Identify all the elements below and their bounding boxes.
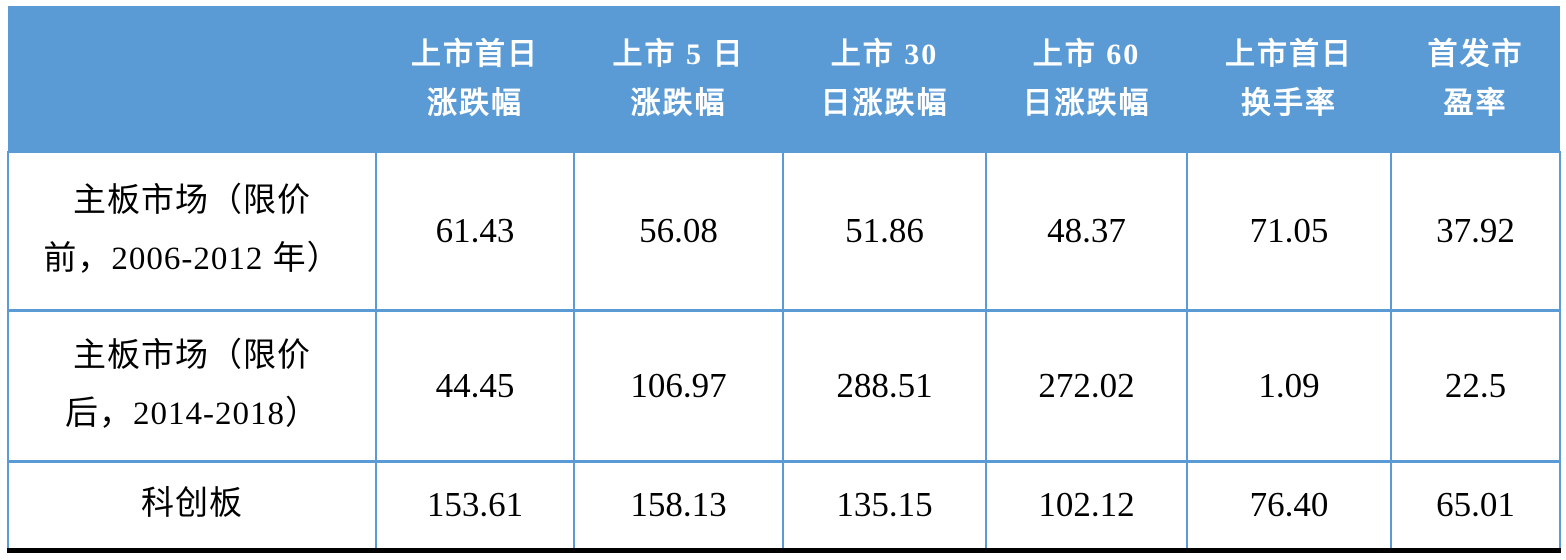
header-label-line2: 盈率 — [1443, 86, 1508, 120]
header-label-line2: 涨跌幅 — [630, 86, 727, 120]
value-cell: 65.01 — [1390, 459, 1561, 553]
header-label-line2: 涨跌幅 — [427, 86, 523, 120]
value-cell: 61.43 — [375, 151, 575, 311]
value-cell: 1.09 — [1186, 308, 1392, 462]
row-label-line2: 后，2014-2018） — [65, 395, 319, 432]
header-label-line2: 换手率 — [1241, 86, 1337, 120]
row-label-line1: 科创板 — [141, 486, 243, 523]
row-label-line2: 前，2006-2012 年） — [43, 240, 341, 277]
value-cell: 44.45 — [375, 308, 575, 462]
value-cell: 48.37 — [985, 151, 1188, 311]
row-label-star-market: 科创板 — [7, 459, 377, 553]
header-label-line1: 上市首日 — [1225, 37, 1353, 71]
header-label-line1: 上市 60 — [1032, 37, 1141, 71]
row-label-main-board-post-cap: 主板市场（限价 后，2014-2018） — [7, 308, 377, 462]
value-cell: 37.92 — [1390, 151, 1561, 311]
header-cell-first-day-turnover: 上市首日 换手率 — [1187, 6, 1391, 152]
table-header: 上市首日 涨跌幅 上市 5 日 涨跌幅 上市 30 日涨跌幅 — [8, 6, 1560, 152]
header-cell-first-day-change: 上市首日 涨跌幅 — [376, 6, 574, 152]
header-label-line1: 上市 5 日 — [612, 37, 745, 71]
value-cell: 106.97 — [573, 308, 784, 462]
header-cell-ipo-pe-ratio: 首发市 盈率 — [1391, 6, 1560, 152]
value-cell: 22.5 — [1390, 308, 1561, 462]
value-cell: 102.12 — [985, 459, 1188, 553]
table-row-main-board-pre-cap: 主板市场（限价 前，2006-2012 年） 61.43 56.08 51.86… — [7, 151, 1561, 311]
table-row-star-market: 科创板 153.61 158.13 135.15 102.12 76.40 65… — [7, 459, 1561, 553]
row-label-line1: 主板市场（限价 — [73, 183, 311, 219]
row-label-main-board-pre-cap: 主板市场（限价 前，2006-2012 年） — [7, 151, 377, 311]
table-body: 主板市场（限价 前，2006-2012 年） 61.43 56.08 51.86… — [7, 151, 1561, 553]
row-label-line1: 主板市场（限价 — [73, 337, 311, 374]
table-row-main-board-post-cap: 主板市场（限价 后，2014-2018） 44.45 106.97 288.51… — [7, 308, 1561, 462]
value-cell: 288.51 — [782, 308, 987, 462]
header-label-line2: 日涨跌幅 — [820, 86, 949, 120]
value-cell: 76.40 — [1186, 459, 1392, 553]
header-cell-day60-change: 上市 60 日涨跌幅 — [986, 6, 1187, 152]
value-cell: 153.61 — [375, 459, 575, 553]
value-cell: 135.15 — [782, 459, 987, 553]
value-cell: 272.02 — [985, 308, 1188, 462]
header-cell-blank — [8, 6, 376, 152]
header-label-line1: 上市 30 — [830, 37, 939, 71]
value-cell: 158.13 — [573, 459, 784, 553]
header-label-line1: 首发市 — [1427, 37, 1524, 71]
header-label-line2: 日涨跌幅 — [1022, 86, 1151, 120]
header-row: 上市首日 涨跌幅 上市 5 日 涨跌幅 上市 30 日涨跌幅 — [8, 6, 1560, 152]
value-cell: 56.08 — [573, 151, 784, 311]
ipo-performance-table: 上市首日 涨跌幅 上市 5 日 涨跌幅 上市 30 日涨跌幅 — [7, 6, 1561, 553]
header-cell-day5-change: 上市 5 日 涨跌幅 — [574, 6, 783, 152]
value-cell: 51.86 — [782, 151, 987, 311]
header-label-line1: 上市首日 — [411, 37, 539, 71]
header-cell-day30-change: 上市 30 日涨跌幅 — [783, 6, 986, 152]
value-cell: 71.05 — [1186, 151, 1392, 311]
